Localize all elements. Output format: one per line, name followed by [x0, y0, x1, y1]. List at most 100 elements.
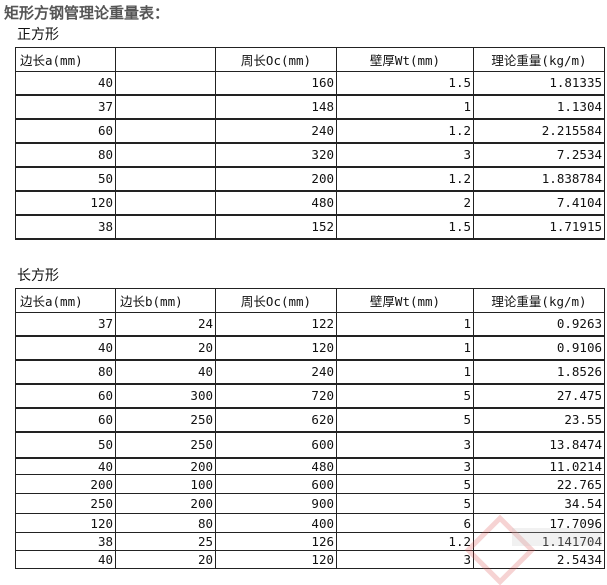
table-cell: 20 [115, 550, 216, 569]
table-cell: 38 [15, 214, 116, 240]
table-cell: 120 [215, 335, 337, 361]
table-cell: 80 [15, 359, 116, 385]
table-row: 40 160 1.5 1.81335 [15, 71, 605, 96]
table-cell: 1 [336, 335, 474, 361]
table-cell: 120 [15, 190, 116, 216]
table-cell: 80 [15, 142, 116, 168]
table-cell: 0.9106 [473, 335, 605, 361]
table-cell: 200 [115, 457, 216, 475]
table-cell: 60 [15, 383, 116, 409]
table-cell: 13.8474 [473, 431, 605, 459]
table-cell: 200 [115, 493, 216, 514]
table-cell: 60 [15, 118, 116, 144]
table-cell: 1.8526 [473, 359, 605, 385]
table-cell: 20 [115, 335, 216, 361]
table-row: 50 250 600 3 13.8474 [15, 431, 605, 459]
table-cell: 50 [15, 166, 116, 192]
table-cell: 60 [15, 407, 116, 433]
table-cell: 40 [115, 359, 216, 385]
table-cell: 25 [115, 532, 216, 551]
column-header: 边长b(mm) [115, 288, 216, 313]
table-cell: 2.5434 [473, 550, 605, 569]
table-cell: 900 [215, 493, 337, 514]
table-cell: 40 [15, 550, 116, 569]
column-header: 周长Oc(mm) [215, 47, 337, 72]
table-cell: 620 [215, 407, 337, 433]
table-row: 120 480 2 7.4104 [15, 190, 605, 216]
table-cell [115, 142, 216, 168]
square-table: 边长a(mm) 周长Oc(mm) 壁厚Wt(mm) 理论重量(kg/m) 40 160 1.… [15, 47, 605, 240]
table-cell: 5 [336, 383, 474, 409]
table-row: 60 240 1.2 2.215584 [15, 118, 605, 144]
table-cell: 1.2 [336, 532, 474, 551]
table-cell: 152 [215, 214, 337, 240]
table-row: 40 200 480 3 11.0214 [15, 457, 605, 475]
table-cell: 40 [15, 457, 116, 475]
table-cell: 1.81335 [473, 71, 605, 96]
page-title: 矩形方钢管理论重量表： [4, 4, 170, 22]
table-cell: 122 [215, 312, 337, 337]
table-cell: 5 [336, 474, 474, 494]
table-cell: 200 [15, 474, 116, 494]
table-cell: 38 [15, 532, 116, 551]
table-cell: 250 [15, 493, 116, 514]
table-cell: 1.5 [336, 71, 474, 96]
table-cell [115, 214, 216, 240]
table-cell: 600 [215, 431, 337, 459]
table-cell: 3 [336, 550, 474, 569]
table-cell: 1.71915 [473, 214, 605, 240]
table-cell [115, 94, 216, 120]
rect-table: 边长a(mm) 边长b(mm) 周长Oc(mm) 壁厚Wt(mm) 理论重量(kg/m)… [15, 288, 605, 569]
column-header: 壁厚Wt(mm) [336, 47, 474, 72]
table-row: 80 320 3 7.2534 [15, 142, 605, 168]
table-cell: 27.475 [473, 383, 605, 409]
table-cell: 3 [336, 431, 474, 459]
table-cell: 23.55 [473, 407, 605, 433]
table-row: 37 24 122 1 0.9263 [15, 312, 605, 337]
table-cell: 24 [115, 312, 216, 337]
table-cell: 160 [215, 71, 337, 96]
table-cell: 240 [215, 359, 337, 385]
table-cell: 5 [336, 407, 474, 433]
table-cell: 3 [336, 457, 474, 475]
table-row: 80 40 240 1 1.8526 [15, 359, 605, 385]
table-row: 40 20 120 1 0.9106 [15, 335, 605, 361]
table-cell: 480 [215, 457, 337, 475]
table-cell: 400 [215, 513, 337, 533]
table-row: 38 25 126 1.2 1.141704 [15, 532, 605, 551]
table-row: 250 200 900 5 34.54 [15, 493, 605, 514]
column-header: 理论重量(kg/m) [473, 288, 605, 313]
table-cell: 120 [15, 513, 116, 533]
table-cell: 50 [15, 431, 116, 459]
table-cell: 1 [336, 94, 474, 120]
rect-section-label: 长方形 [17, 268, 59, 284]
table-cell: 100 [115, 474, 216, 494]
table-cell: 300 [115, 383, 216, 409]
table-cell: 126 [215, 532, 337, 551]
table-cell: 120 [215, 550, 337, 569]
table-row: 60 250 620 5 23.55 [15, 407, 605, 433]
header-row: 边长a(mm) 周长Oc(mm) 壁厚Wt(mm) 理论重量(kg/m) [15, 47, 605, 72]
table-cell: 480 [215, 190, 337, 216]
table-row: 200 100 600 5 22.765 [15, 474, 605, 494]
column-header: 理论重量(kg/m) [473, 47, 605, 72]
table-cell: 40 [15, 71, 116, 96]
square-section-label: 正方形 [17, 27, 59, 43]
column-header: 边长a(mm) [15, 288, 116, 313]
column-header: 周长Oc(mm) [215, 288, 337, 313]
table-cell: 7.2534 [473, 142, 605, 168]
header-row: 边长a(mm) 边长b(mm) 周长Oc(mm) 壁厚Wt(mm) 理论重量(kg/m) [15, 288, 605, 313]
table-cell: 250 [115, 431, 216, 459]
table-cell [115, 190, 216, 216]
table-cell: 600 [215, 474, 337, 494]
table-cell: 1 [336, 312, 474, 337]
table-cell: 37 [15, 312, 116, 337]
table-cell: 1 [336, 359, 474, 385]
table-cell: 200 [215, 166, 337, 192]
column-header [115, 47, 216, 72]
table-cell: 2.215584 [473, 118, 605, 144]
table-cell: 7.4104 [473, 190, 605, 216]
table-cell: 22.765 [473, 474, 605, 494]
table-cell: 320 [215, 142, 337, 168]
table-cell: 720 [215, 383, 337, 409]
